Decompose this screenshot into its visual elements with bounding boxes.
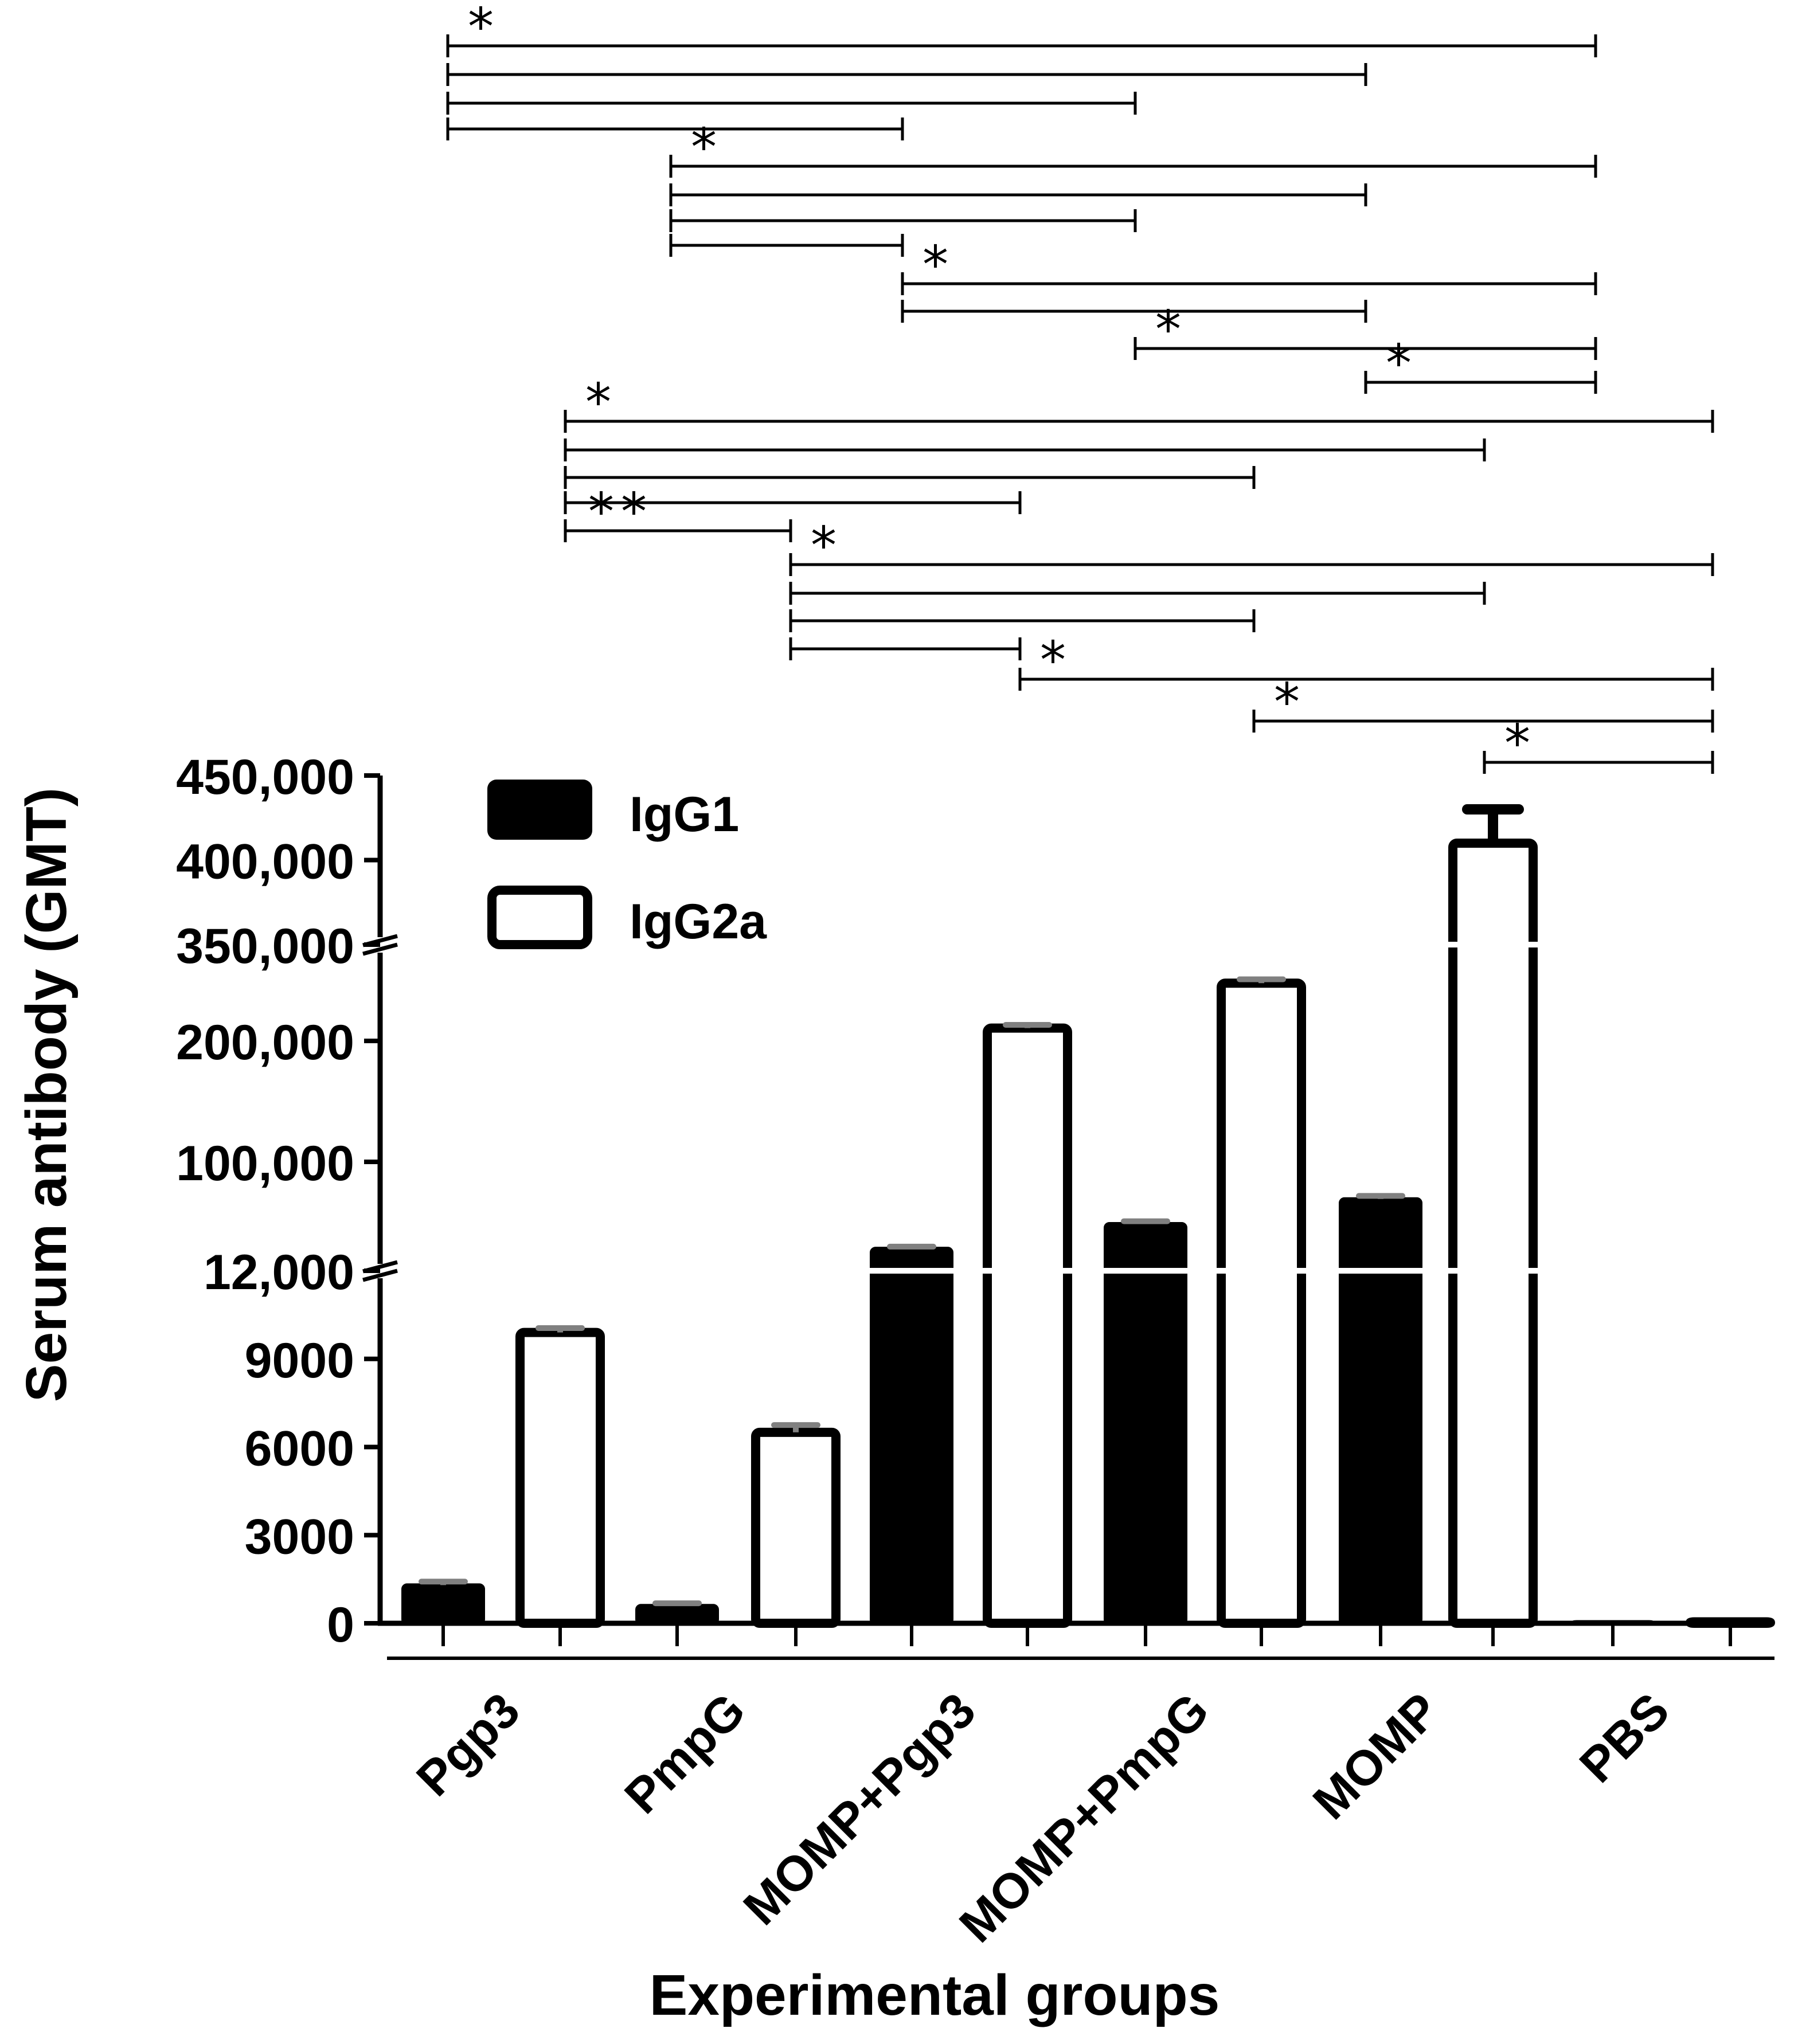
legend-swatch-igg1 xyxy=(487,780,592,840)
legend-swatch-igg2a xyxy=(487,886,592,949)
x-category-label: MOMP+PmpG xyxy=(949,1683,1219,1953)
x-axis-title: Experimental groups xyxy=(650,1963,1220,2027)
bar-igg2a-0 xyxy=(515,1328,605,1628)
y-axis-title: Serum antibody (GMT) xyxy=(14,788,79,1402)
significance-marker: * xyxy=(1274,672,1300,733)
x-category-label: MOMP xyxy=(1303,1683,1450,1830)
bar-igg2a-1 xyxy=(751,1427,841,1628)
x-category-label: PBS xyxy=(1569,1683,1680,1794)
significance-marker: * xyxy=(468,0,494,57)
bar-igg1-3 xyxy=(1104,1221,1187,1626)
bar-igg2a-4 xyxy=(1448,839,1538,1628)
legend: IgG1 IgG2a xyxy=(487,780,767,949)
significance-brackets: ************ xyxy=(446,0,1714,774)
significance-marker: * xyxy=(811,516,837,576)
bar-igg1-2 xyxy=(870,1247,953,1626)
y-tick-label: 350,000 xyxy=(176,919,354,974)
axis-break-mark-1-1 xyxy=(362,1268,398,1282)
bar-igg1-4 xyxy=(1339,1197,1422,1625)
significance-marker: * xyxy=(1504,714,1530,774)
significance-marker: * xyxy=(691,118,717,178)
x-category-label: PmpG xyxy=(614,1683,756,1824)
significance-marker: * xyxy=(1386,334,1412,394)
y-tick-label: 400,000 xyxy=(176,835,354,890)
significance-marker: * xyxy=(1040,631,1066,691)
legend-label-igg2a: IgG2a xyxy=(630,894,767,949)
axis-break-band-1 xyxy=(386,942,1798,947)
bar-igg2a-2 xyxy=(983,1023,1072,1628)
bar-igg1-0 xyxy=(401,1583,485,1625)
x-category-label: Pgp3 xyxy=(406,1683,530,1807)
y-tick-label: 12,000 xyxy=(204,1245,354,1300)
y-tick-label: 100,000 xyxy=(176,1136,354,1191)
y-tick-label: 6000 xyxy=(245,1422,354,1477)
legend-label-igg1: IgG1 xyxy=(630,787,739,842)
y-tick-label: 9000 xyxy=(245,1333,354,1388)
bar-igg2a-3 xyxy=(1217,978,1306,1628)
significance-marker: * xyxy=(923,235,948,295)
significance-marker: * xyxy=(585,373,611,433)
significance-marker: * xyxy=(1155,300,1181,360)
axis-break-mark-0-1 xyxy=(362,942,398,956)
bars xyxy=(386,804,1798,1628)
y-tick-label: 450,000 xyxy=(176,750,354,805)
y-tick-label: 0 xyxy=(327,1597,354,1653)
significance-marker: ** xyxy=(588,482,654,542)
y-axis: 0 3000 6000 9000 12,000 100,000 200,000 350,000… xyxy=(176,750,1769,1653)
y-tick-label: 3000 xyxy=(245,1509,354,1564)
bar-igg1-1 xyxy=(635,1604,719,1625)
x-category-label: MOMP+Pgp3 xyxy=(733,1683,986,1936)
y-tick-label: 200,000 xyxy=(176,1015,354,1070)
axis-break-band-0 xyxy=(386,1268,1798,1274)
